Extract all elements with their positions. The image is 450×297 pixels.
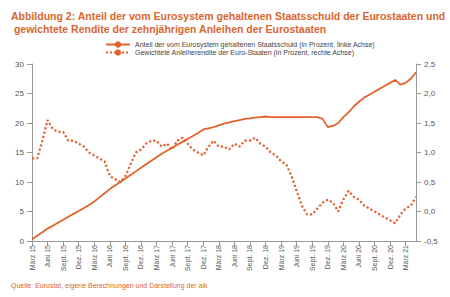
svg-text:Juni 19: Juni 19 <box>293 245 300 268</box>
svg-text:2,0: 2,0 <box>424 89 436 98</box>
svg-text:5: 5 <box>20 207 25 216</box>
svg-text:Sept. 16: Sept. 16 <box>122 245 130 271</box>
svg-text:10: 10 <box>15 178 24 187</box>
svg-text:30: 30 <box>15 60 24 69</box>
svg-text:März 15: März 15 <box>29 245 36 270</box>
svg-text:Anteil der vom Eurosystem geha: Anteil der vom Eurosystem gehaltenen Sta… <box>135 41 375 49</box>
svg-text:Dez. 15: Dez. 15 <box>75 245 82 269</box>
svg-text:2,5: 2,5 <box>424 60 436 69</box>
svg-text:Juni 20: Juni 20 <box>355 245 362 268</box>
svg-text:15: 15 <box>15 148 24 157</box>
svg-text:März 16: März 16 <box>91 245 98 270</box>
svg-text:Juni 17: Juni 17 <box>169 245 176 268</box>
svg-text:Abbildung 2: Anteil der vom Eu: Abbildung 2: Anteil der vom Eurosystem g… <box>11 10 445 22</box>
svg-text:1,5: 1,5 <box>424 119 436 128</box>
svg-text:März 18: März 18 <box>215 245 222 270</box>
svg-text:0: 0 <box>20 237 25 246</box>
svg-text:0,0: 0,0 <box>424 207 436 216</box>
svg-text:März 19: März 19 <box>278 245 285 270</box>
svg-text:Sept. 18: Sept. 18 <box>246 245 254 271</box>
svg-text:-0,5: -0,5 <box>424 237 438 246</box>
svg-text:Quelle: Eurostat, eigene Berec: Quelle: Eurostat, eigene Berechnungen un… <box>11 282 208 290</box>
svg-text:März 20: März 20 <box>340 245 347 270</box>
svg-text:Juni 15: Juni 15 <box>44 245 51 268</box>
svg-text:Dez. 19: Dez. 19 <box>324 245 331 269</box>
svg-text:Dez. 20: Dez. 20 <box>387 245 394 269</box>
svg-text:Juni 18: Juni 18 <box>231 245 238 268</box>
svg-text:20: 20 <box>15 119 24 128</box>
svg-text:März 21: März 21 <box>402 245 409 270</box>
svg-text:März 17: März 17 <box>153 245 160 270</box>
svg-text:Sept. 19: Sept. 19 <box>309 245 317 271</box>
svg-text:Sept. 17: Sept. 17 <box>184 245 192 271</box>
svg-text:Dez. 16: Dez. 16 <box>137 245 144 269</box>
svg-text:Dez. 17: Dez. 17 <box>200 245 207 269</box>
svg-text:gewichtete Rendite der zehnjäh: gewichtete Rendite der zehnjährigen Anle… <box>11 23 326 35</box>
svg-text:Sept. 20: Sept. 20 <box>371 245 379 271</box>
svg-text:Juni 16: Juni 16 <box>106 245 113 268</box>
svg-text:0,5: 0,5 <box>424 178 436 187</box>
svg-text:25: 25 <box>15 89 24 98</box>
svg-text:Dez. 18: Dez. 18 <box>262 245 269 269</box>
svg-text:1,0: 1,0 <box>424 148 436 157</box>
svg-text:Gewichtete Anleiherendite der: Gewichtete Anleiherendite der Euro-Staat… <box>135 49 354 57</box>
svg-text:Sept. 15: Sept. 15 <box>60 245 68 271</box>
